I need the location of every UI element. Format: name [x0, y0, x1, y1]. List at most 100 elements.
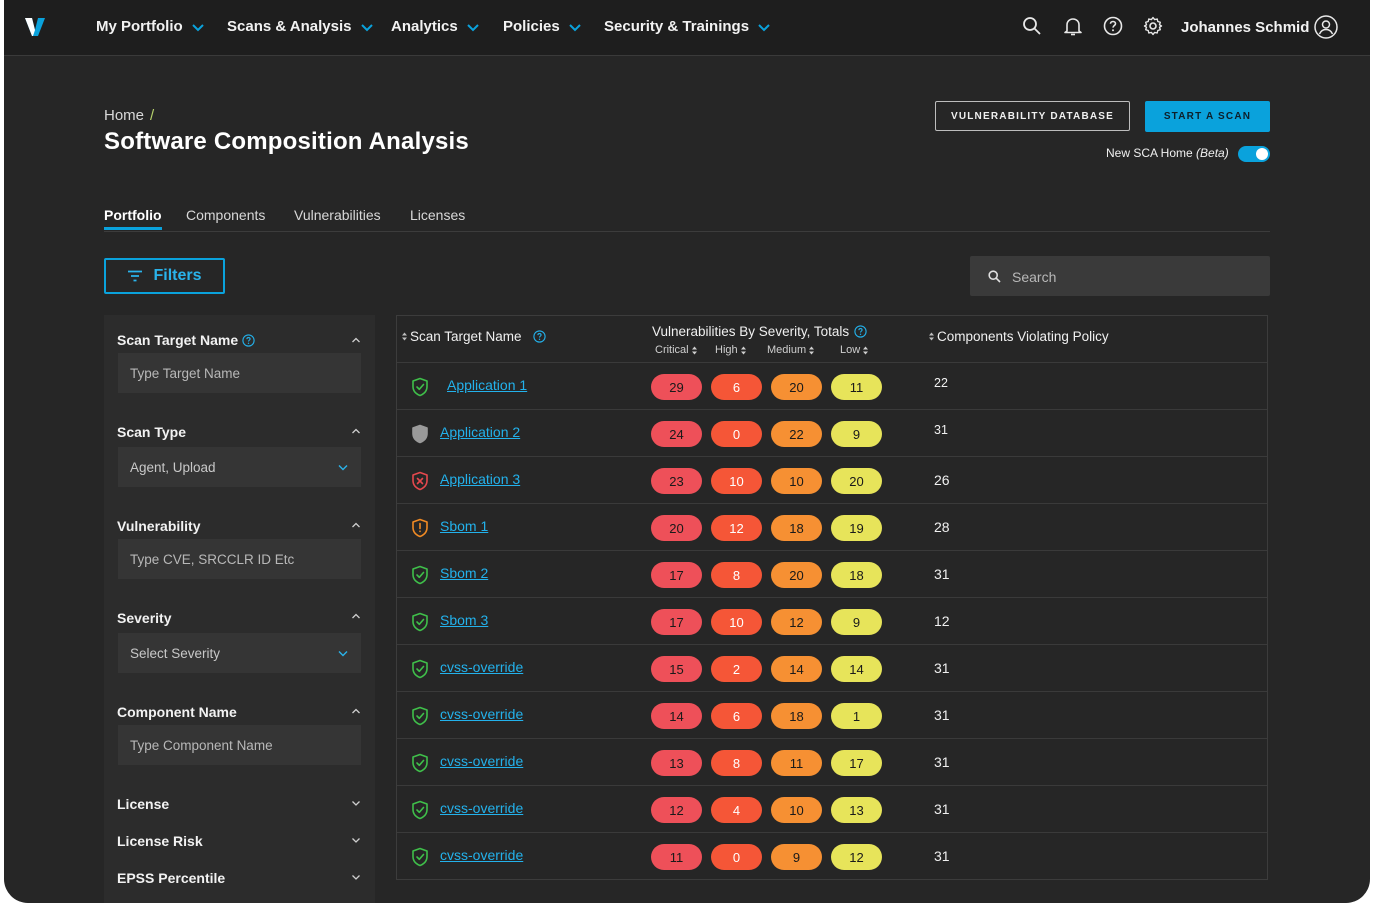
low-count-badge: 1: [831, 703, 882, 729]
nav-analytics[interactable]: Analytics: [391, 18, 480, 35]
veracode-logo-icon[interactable]: [24, 16, 46, 38]
nav-my-portfolio[interactable]: My Portfolio: [96, 18, 205, 35]
search-icon[interactable]: [1022, 16, 1042, 36]
table-row: Sbom 1 20 12 18 19 28: [397, 503, 1267, 551]
scan-target-link[interactable]: Sbom 3: [440, 612, 489, 628]
shield-status-icon: [412, 424, 428, 444]
medium-count-badge: 20: [771, 374, 822, 400]
vulnerability-database-button[interactable]: VULNERABILITY DATABASE: [935, 101, 1130, 131]
components-violating-count: 31: [934, 801, 950, 817]
scan-target-link[interactable]: Application 3: [440, 471, 521, 487]
chevron-up-icon[interactable]: [350, 705, 362, 717]
scan-target-link[interactable]: cvss-override: [440, 706, 524, 722]
chevron-down-icon[interactable]: [350, 834, 362, 846]
components-violating-count: 12: [934, 613, 950, 629]
breadcrumb: Home /: [104, 107, 154, 124]
medium-count-badge: 18: [771, 703, 822, 729]
filter-severity-title: Severity: [117, 610, 171, 626]
help-icon[interactable]: [854, 325, 867, 338]
critical-count-badge: 24: [651, 421, 702, 447]
search-icon: [988, 270, 1001, 283]
shield-status-icon: [412, 377, 428, 397]
chevron-up-icon[interactable]: [350, 519, 362, 531]
filter-label: Scan Target Name: [117, 332, 239, 348]
scan-target-link[interactable]: Sbom 1: [440, 518, 489, 534]
filter-license-risk-title[interactable]: License Risk: [117, 833, 203, 849]
tab-portfolio[interactable]: Portfolio: [104, 207, 162, 223]
shield-status-icon: [412, 753, 428, 773]
search-box: [970, 256, 1270, 298]
help-icon[interactable]: [532, 330, 546, 343]
chevron-down-icon: [191, 23, 204, 31]
low-count-badge: 18: [831, 562, 882, 588]
filters-button[interactable]: Filters: [104, 258, 225, 294]
column-header-scan-target-name[interactable]: Scan Target Name: [402, 329, 546, 344]
medium-count-badge: 22: [771, 421, 822, 447]
column-header-components-violating-policy[interactable]: Components Violating Policy: [929, 329, 1109, 344]
medium-count-badge: 12: [771, 609, 822, 635]
tab-licenses[interactable]: Licenses: [410, 207, 466, 223]
chevron-up-icon[interactable]: [350, 334, 362, 346]
chevron-down-icon[interactable]: [350, 797, 362, 809]
tab-bar: Portfolio Components Vulnerabilities Lic…: [104, 205, 1270, 232]
scan-target-link[interactable]: Application 1: [447, 377, 528, 393]
help-icon[interactable]: [242, 333, 255, 347]
sort-medium[interactable]: Medium: [767, 344, 815, 356]
table-row: cvss-override 14 6 18 1 31: [397, 691, 1267, 739]
critical-count-badge: 17: [651, 562, 702, 588]
table-row: cvss-override 15 2 14 14 31: [397, 644, 1267, 692]
shield-status-icon: [412, 612, 428, 632]
filter-label: Component Name: [117, 704, 237, 720]
chevron-down-icon: [360, 23, 373, 31]
scan-type-select[interactable]: Agent, Upload: [118, 447, 361, 487]
scan-target-link[interactable]: Application 2: [440, 424, 521, 440]
bell-icon[interactable]: [1063, 16, 1083, 36]
start-scan-button[interactable]: START A SCAN: [1145, 101, 1270, 132]
filter-label: EPSS Percentile: [117, 870, 226, 886]
search-input[interactable]: [1010, 256, 1264, 298]
component-name-input[interactable]: [118, 725, 361, 765]
user-avatar-icon[interactable]: [1314, 15, 1338, 39]
sort-icon: [691, 346, 697, 354]
filter-license-title[interactable]: License: [117, 796, 169, 812]
sort-high[interactable]: High: [715, 344, 746, 356]
portfolio-table: Scan Target Name Vulnerabilities By Seve…: [396, 315, 1268, 880]
filter-label: Scan Type: [117, 424, 186, 440]
nav-scans-analysis[interactable]: Scans & Analysis: [227, 18, 374, 35]
chevron-up-icon[interactable]: [350, 425, 362, 437]
active-tab-indicator: [104, 227, 162, 230]
severity-select[interactable]: Select Severity: [118, 633, 361, 673]
help-icon[interactable]: [1103, 16, 1123, 36]
gear-icon[interactable]: [1143, 16, 1163, 36]
scan-target-link[interactable]: cvss-override: [440, 659, 524, 675]
scan-target-link[interactable]: cvss-override: [440, 800, 524, 816]
chevron-down-icon[interactable]: [350, 871, 362, 883]
scan-target-link[interactable]: cvss-override: [440, 847, 524, 863]
column-header-label: Scan Target Name: [410, 329, 522, 344]
user-name[interactable]: Johannes Schmid: [1181, 19, 1310, 36]
scan-target-link[interactable]: cvss-override: [440, 753, 524, 769]
nav-policies[interactable]: Policies: [503, 18, 582, 35]
scan-target-link[interactable]: Sbom 2: [440, 565, 489, 581]
sort-low[interactable]: Low: [840, 344, 869, 356]
tab-components[interactable]: Components: [186, 207, 266, 223]
low-count-badge: 20: [831, 468, 882, 494]
breadcrumb-home-link[interactable]: Home: [104, 107, 145, 124]
high-count-badge: 8: [711, 562, 762, 588]
chevron-up-icon[interactable]: [350, 610, 362, 622]
new-sca-home-toggle[interactable]: [1238, 146, 1270, 162]
critical-count-badge: 20: [651, 515, 702, 541]
sort-icon: [740, 346, 746, 354]
high-count-badge: 10: [711, 468, 762, 494]
sort-critical[interactable]: Critical: [655, 344, 697, 356]
scan-target-name-input[interactable]: [118, 353, 361, 393]
high-count-badge: 0: [711, 844, 762, 870]
tab-vulnerabilities[interactable]: Vulnerabilities: [294, 207, 381, 223]
severity-label: Critical: [655, 344, 689, 356]
shield-status-icon: [412, 518, 428, 538]
nav-security-trainings[interactable]: Security & Trainings: [604, 18, 771, 35]
components-violating-count: 28: [934, 519, 950, 535]
new-sca-home-label: New SCA Home (Beta): [1106, 146, 1229, 160]
vulnerability-input[interactable]: [118, 539, 361, 579]
filter-epss-percentile-title[interactable]: EPSS Percentile: [117, 870, 225, 886]
